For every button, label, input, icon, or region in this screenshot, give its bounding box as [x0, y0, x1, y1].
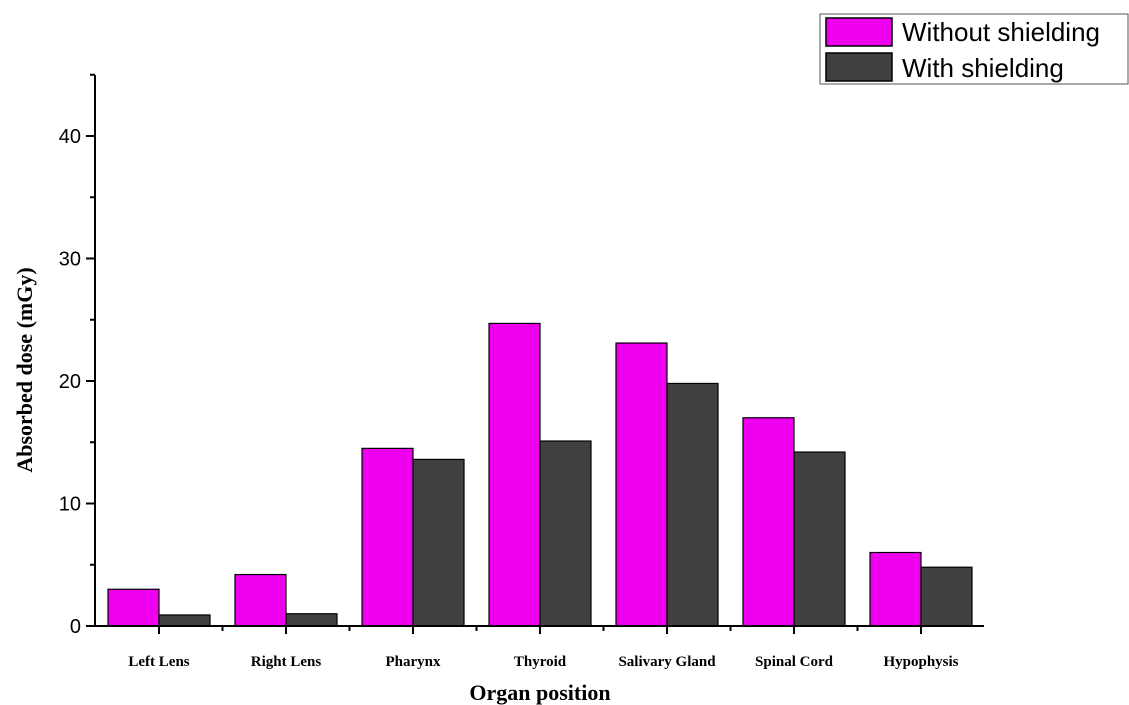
- x-tick-label: Salivary Gland: [618, 654, 716, 670]
- bar-without-shielding: [361, 447, 414, 627]
- x-ticks: Left Lens Right Lens Pharynx Thyroid Salivar…: [128, 626, 959, 670]
- bar-with-shielding: [285, 613, 338, 627]
- bar-with-shielding: [920, 566, 973, 627]
- legend-swatch-without-shielding: [825, 17, 893, 47]
- y-tick-label: 40: [59, 126, 81, 148]
- bar-with-shielding: [412, 458, 465, 627]
- bar-with-shielding: [793, 451, 846, 627]
- legend: Without shielding With shielding: [819, 13, 1129, 85]
- bar-without-shielding: [742, 417, 795, 627]
- y-tick-label: 10: [59, 494, 81, 516]
- bar-without-shielding: [488, 322, 541, 627]
- x-tick-label: Hypophysis: [883, 654, 958, 670]
- bar-without-shielding: [869, 551, 922, 627]
- bar-with-shielding: [539, 440, 592, 627]
- x-tick-label: Thyroid: [514, 654, 567, 670]
- bar-with-shielding: [666, 382, 719, 627]
- y-tick-label: 30: [59, 249, 81, 271]
- bar-without-shielding: [107, 588, 160, 627]
- x-tick-label: Left Lens: [128, 654, 189, 670]
- x-tick-label: Pharynx: [385, 654, 441, 670]
- bar-with-shielding: [158, 614, 211, 627]
- legend-swatch-with-shielding: [825, 52, 893, 82]
- legend-label-without-shielding: Without shielding: [902, 17, 1100, 47]
- x-tick-label: Spinal Cord: [755, 654, 834, 670]
- plot-bars: [107, 322, 973, 627]
- y-axis-title: Absorbed dose (mGy): [12, 267, 37, 472]
- x-tick-label: Right Lens: [251, 654, 322, 670]
- bar-without-shielding: [234, 573, 287, 627]
- x-axis-title: Organ position: [469, 680, 610, 705]
- y-tick-label: 0: [70, 616, 81, 638]
- y-tick-label: 20: [59, 371, 81, 393]
- y-ticks: 0 10 20 30 40: [59, 73, 95, 638]
- bar-without-shielding: [615, 342, 668, 627]
- legend-label-with-shielding: With shielding: [902, 53, 1064, 83]
